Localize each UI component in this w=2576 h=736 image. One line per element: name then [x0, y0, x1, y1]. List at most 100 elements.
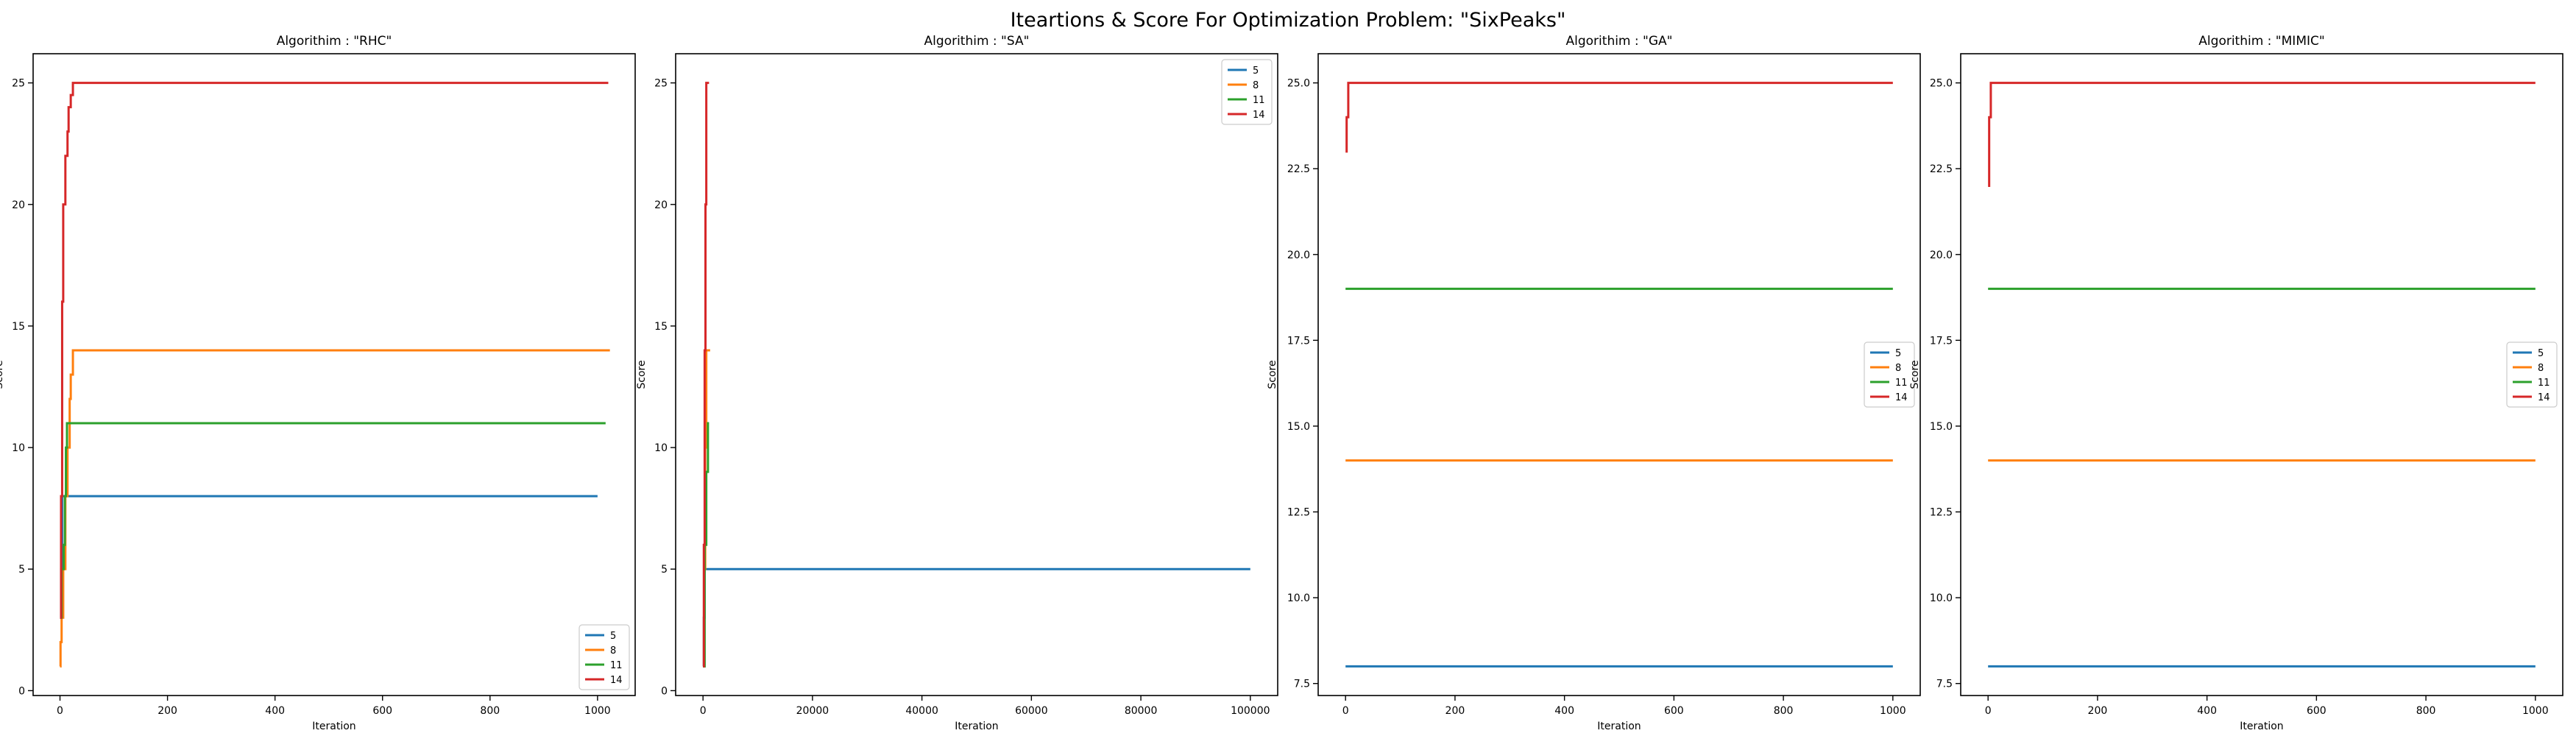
legend-box — [578, 624, 630, 690]
y-tick-label: 7.5 — [1936, 679, 1953, 690]
y-tick-label: 20 — [12, 199, 25, 211]
x-tick-label: 200 — [158, 705, 177, 717]
legend-label-5: 5 — [610, 631, 616, 642]
axes-frame — [32, 53, 636, 696]
y-axis-label: Score — [1909, 360, 1921, 389]
axes-frame — [675, 53, 1278, 696]
legend-label-5: 5 — [2538, 348, 2544, 359]
x-tick-label: 20000 — [796, 705, 829, 717]
y-tick-label: 0 — [18, 685, 25, 697]
y-tick-label: 15.0 — [1287, 421, 1310, 433]
y-tick-label: 5 — [661, 564, 668, 576]
legend-box — [2506, 342, 2558, 408]
legend-label-11: 11 — [610, 660, 623, 671]
legend-label-11: 11 — [1253, 95, 1265, 106]
y-tick-label: 10.0 — [1287, 592, 1310, 604]
legend-label-11: 11 — [2538, 378, 2550, 389]
x-tick-label: 0 — [1985, 705, 1992, 717]
y-axis-label: Score — [0, 360, 5, 389]
subplot-4: 0 200 400 600 800 1000 7.5 10.0 12.5 15.0 17.5 20.0… — [1909, 34, 2563, 732]
legend-box — [1221, 59, 1273, 125]
series-line-11 — [60, 422, 606, 619]
legend-label-11: 11 — [1895, 378, 1908, 389]
y-tick-label: 20 — [654, 199, 668, 211]
legend-label-5: 5 — [1895, 348, 1901, 359]
y-tick-label: 12.5 — [1287, 507, 1310, 519]
series-line-14 — [1345, 82, 1893, 153]
subplot-title: Algorithim : "MIMIC" — [2198, 34, 2324, 49]
subplot-2: 0 20000 40000 60000 80000 100000 0 5 10 15 20 25 Alg… — [636, 34, 1278, 732]
y-tick-label: 25 — [12, 78, 25, 90]
figure-title: Iteartions & Score For Optimization Prob… — [1010, 9, 1566, 32]
y-tick-label: 20.0 — [1930, 250, 1953, 261]
x-tick-label: 400 — [265, 705, 285, 717]
y-tick-label: 0 — [661, 685, 668, 697]
legend-label-14: 14 — [1253, 110, 1265, 121]
legend-box — [1864, 342, 1915, 408]
series-line-5 — [60, 495, 598, 619]
y-tick-label: 20.0 — [1287, 250, 1310, 261]
legend: 5 8 11 14 — [578, 624, 630, 690]
x-tick-label: 200 — [2088, 705, 2108, 717]
series-line-8 — [59, 349, 610, 668]
y-tick-label: 22.5 — [1930, 163, 1953, 175]
x-tick-label: 40000 — [905, 705, 938, 717]
series-line-14 — [60, 82, 609, 619]
x-tick-label: 1000 — [1880, 705, 1906, 717]
series-line-14 — [702, 82, 710, 668]
y-tick-label: 25.0 — [1287, 78, 1310, 90]
y-tick-label: 17.5 — [1287, 335, 1310, 347]
x-tick-label: 80000 — [1125, 705, 1158, 717]
y-tick-label: 22.5 — [1287, 163, 1310, 175]
legend-label-14: 14 — [610, 675, 623, 686]
x-axis-label: Iteration — [312, 721, 355, 732]
series-line-5 — [702, 567, 1250, 668]
x-tick-label: 600 — [2307, 705, 2326, 717]
subplot-title: Algorithim : "GA" — [1566, 34, 1673, 49]
legend: 5 8 11 14 — [1864, 342, 1915, 408]
x-tick-label: 60000 — [1015, 705, 1048, 717]
x-tick-label: 1000 — [584, 705, 611, 717]
y-axis-label: Score — [1267, 360, 1278, 389]
y-tick-label: 7.5 — [1294, 679, 1310, 690]
x-tick-label: 600 — [1664, 705, 1684, 717]
x-tick-label: 0 — [1342, 705, 1349, 717]
x-tick-label: 400 — [2197, 705, 2217, 717]
y-tick-label: 15 — [12, 321, 25, 333]
legend-label-8: 8 — [2538, 363, 2544, 374]
x-tick-label: 800 — [1774, 705, 1794, 717]
x-tick-label: 600 — [372, 705, 392, 717]
y-tick-label: 15 — [654, 321, 668, 333]
y-tick-label: 12.5 — [1930, 507, 1953, 519]
y-tick-label: 15.0 — [1930, 421, 1953, 433]
series-line-14 — [1988, 82, 2536, 188]
legend-label-14: 14 — [1895, 392, 1908, 403]
y-tick-label: 10.0 — [1930, 592, 1953, 604]
x-tick-label: 200 — [1446, 705, 1465, 717]
y-tick-label: 10 — [654, 442, 668, 454]
x-tick-label: 0 — [57, 705, 63, 717]
x-tick-label: 800 — [480, 705, 500, 717]
x-tick-label: 100000 — [1231, 705, 1270, 717]
subplot-title: Algorithim : "RHC" — [277, 34, 392, 49]
axes-frame — [1317, 53, 1921, 696]
y-axis-label: Score — [636, 360, 648, 389]
legend-label-14: 14 — [2538, 392, 2550, 403]
x-tick-label: 0 — [700, 705, 707, 717]
subplot-1: 0 200 400 600 800 1000 0 5 10 15 20 25 Algorithim : … — [0, 34, 636, 732]
legend: 5 8 11 14 — [2506, 342, 2558, 408]
y-tick-label: 25 — [654, 78, 668, 90]
legend-label-8: 8 — [1253, 80, 1259, 91]
legend-label-8: 8 — [610, 645, 616, 657]
y-tick-label: 17.5 — [1930, 335, 1953, 347]
axes-frame — [1960, 53, 2563, 696]
x-axis-label: Iteration — [1597, 721, 1641, 732]
y-tick-label: 10 — [12, 442, 25, 454]
legend: 5 8 11 14 — [1221, 59, 1273, 125]
legend-label-5: 5 — [1253, 66, 1259, 77]
y-tick-label: 25.0 — [1930, 78, 1953, 90]
x-tick-label: 1000 — [2522, 705, 2549, 717]
legend-label-8: 8 — [1895, 363, 1901, 374]
x-axis-label: Iteration — [2240, 721, 2283, 732]
